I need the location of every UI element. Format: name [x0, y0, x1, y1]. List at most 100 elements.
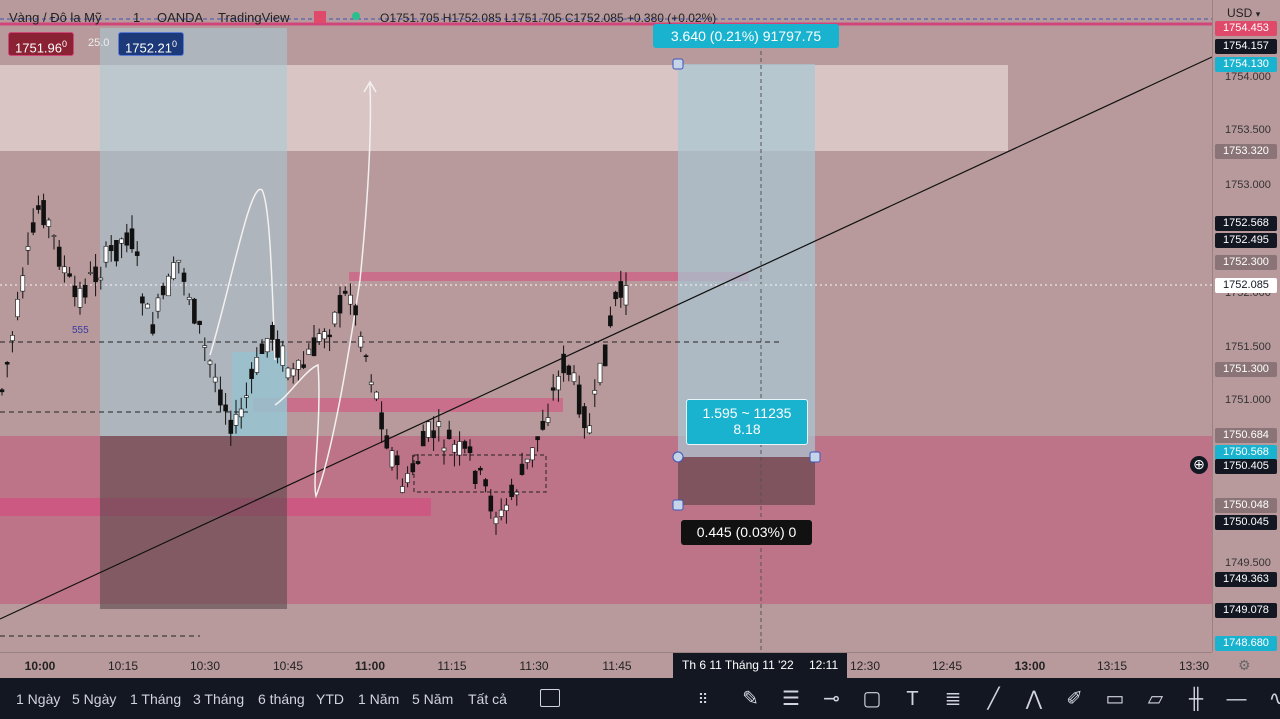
- candle-body: [124, 232, 130, 246]
- horizontal-ray-icon[interactable]: ⊸: [823, 688, 840, 710]
- candle-body: [114, 240, 119, 262]
- range-button[interactable]: 3 Tháng: [193, 691, 245, 707]
- trend-line-icon[interactable]: ╱: [987, 688, 1000, 710]
- parallel-channel-icon[interactable]: ≣: [944, 688, 962, 710]
- candlestick-series: [0, 193, 629, 535]
- candle-body: [488, 495, 494, 512]
- currency-label[interactable]: USD ▾: [1227, 6, 1260, 20]
- candle-body: [363, 355, 369, 357]
- compare-range-icon[interactable]: [540, 689, 560, 707]
- fib-retracement-icon[interactable]: ☰: [782, 688, 800, 710]
- candle-body: [171, 262, 176, 279]
- candle-body: [400, 486, 405, 493]
- candle-body: [77, 288, 83, 308]
- candle-body: [82, 284, 88, 298]
- range-button[interactable]: 5 Năm: [412, 691, 454, 707]
- candle-body: [316, 333, 322, 342]
- settings-gear-icon[interactable]: ⚙: [1238, 657, 1251, 673]
- range-button[interactable]: YTD: [316, 691, 344, 707]
- candle-body: [472, 470, 478, 484]
- price-label: 1750.684: [1215, 428, 1277, 443]
- candle-body: [228, 419, 234, 434]
- price-label: 1752.568: [1215, 216, 1277, 231]
- price-tick: 1749.500: [1225, 557, 1271, 569]
- candle-body: [618, 281, 624, 298]
- candle-body: [197, 320, 202, 325]
- candle-body: [576, 384, 582, 415]
- horizontal-line-icon[interactable]: —: [1226, 688, 1247, 710]
- candle-body: [212, 376, 218, 383]
- resistance-band: [349, 272, 749, 281]
- drag-handle-icon[interactable]: ⠿: [697, 691, 709, 707]
- position-stop-area: [678, 457, 815, 505]
- text-icon[interactable]: T: [906, 688, 919, 710]
- sell-price-box[interactable]: 1751.960: [8, 32, 75, 56]
- price-label: 1749.363: [1215, 572, 1277, 587]
- chart-canvas[interactable]: [0, 0, 1212, 652]
- candle-body: [134, 251, 140, 256]
- candle-body: [275, 339, 280, 358]
- candle-body: [374, 391, 379, 400]
- candle-body: [56, 246, 62, 267]
- curve-icon[interactable]: ∿: [1268, 688, 1280, 710]
- sell-price: 1751.96: [15, 40, 62, 56]
- flag-icon[interactable]: [314, 11, 326, 23]
- add-alert-icon[interactable]: ⊕: [1190, 456, 1208, 474]
- range-button[interactable]: 1 Ngày: [16, 691, 61, 707]
- range-button[interactable]: Tất cả: [468, 691, 507, 707]
- candle-body: [457, 441, 462, 456]
- price-label: 1752.495: [1215, 233, 1277, 248]
- brush-icon[interactable]: ✎: [742, 688, 759, 710]
- crosshair-date: Th 6 11 Tháng 11 '22: [682, 658, 794, 672]
- chart-area[interactable]: Vàng / Đô la Mỹ 1 OANDA TradingView O175…: [0, 0, 1212, 652]
- candle-body: [519, 463, 525, 475]
- range-button[interactable]: 1 Năm: [358, 691, 400, 707]
- price-label: 1750.045: [1215, 515, 1277, 530]
- candle-body: [98, 277, 104, 281]
- candle-body: [337, 295, 343, 314]
- price-axis[interactable]: USD ▾ 1754.000 1753.500 1753.000 1752.000 17…: [1212, 0, 1280, 652]
- candle-body: [119, 238, 124, 244]
- pattern-icon[interactable]: ⋀: [1025, 688, 1043, 710]
- interval[interactable]: 1: [133, 10, 141, 25]
- price-label: 1750.405: [1215, 459, 1277, 474]
- candle-body: [358, 336, 364, 348]
- long-position-icon[interactable]: ╫: [1188, 688, 1204, 710]
- price-label: 1750.568: [1215, 445, 1277, 460]
- callout-icon[interactable]: ▭: [1105, 688, 1125, 710]
- candle-body: [535, 436, 540, 441]
- buy-price-sup: 0: [172, 39, 178, 49]
- candle-body: [103, 245, 109, 263]
- support-band: [253, 398, 563, 412]
- candle-body: [561, 353, 566, 374]
- range-button[interactable]: 1 Tháng: [130, 691, 182, 707]
- candle-body: [571, 372, 577, 382]
- candle-body: [410, 463, 416, 473]
- position-target-area: [678, 64, 815, 457]
- candle-body: [483, 479, 488, 487]
- candle-body: [311, 337, 317, 357]
- symbol-name[interactable]: Vàng / Đô la Mỹ: [9, 10, 102, 25]
- candle-body: [566, 365, 572, 375]
- comment-icon[interactable]: ▱: [1147, 688, 1164, 710]
- candle-body: [368, 381, 374, 385]
- candle-body: [405, 473, 410, 483]
- sell-price-sup: 0: [62, 39, 68, 49]
- price-label: 1752.300: [1215, 255, 1277, 270]
- candle-body: [186, 296, 192, 300]
- pencil-icon[interactable]: ✐: [1066, 688, 1083, 710]
- range-button[interactable]: 5 Ngày: [72, 691, 117, 707]
- candle-body: [478, 467, 483, 471]
- projection-curve-1: [209, 188, 276, 361]
- candle-body: [322, 331, 327, 340]
- candle-body: [462, 441, 468, 449]
- price-label: 1752.085: [1215, 278, 1277, 293]
- buy-price-box[interactable]: 1752.210: [118, 32, 185, 56]
- price-label: 1749.078: [1215, 603, 1277, 618]
- time-tick: 13:30: [1178, 659, 1210, 673]
- time-axis[interactable]: 10:00 10:15 10:30 10:45 11:00 11:15 11:30 11:45…: [0, 652, 1251, 679]
- rectangle-icon[interactable]: ▢: [862, 688, 882, 710]
- candle-body: [285, 367, 291, 379]
- candle-body: [379, 412, 384, 430]
- range-button[interactable]: 6 tháng: [258, 691, 305, 707]
